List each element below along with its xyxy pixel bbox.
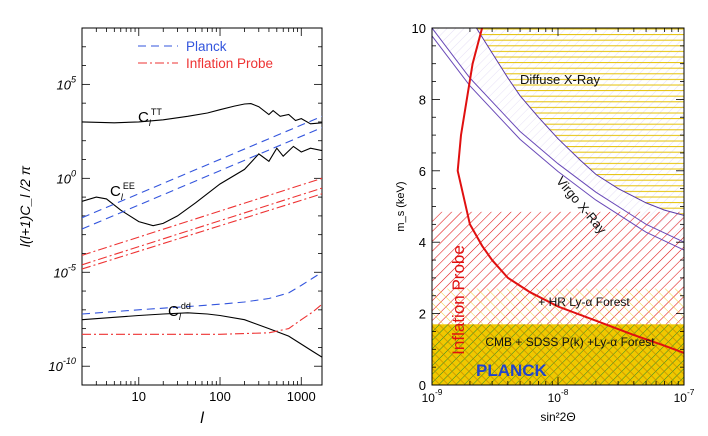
x-tick-label: 10-8 [548,387,569,405]
right-regions-group [432,28,684,385]
y-tick-label: 10-10 [48,356,76,374]
series-line-inflation-probe [82,187,322,266]
y-tick-label: 105 [56,74,76,92]
x-axis-label: sin²2Θ [540,410,575,424]
series-line-planck [82,115,322,219]
series-line-planck [82,271,322,315]
curve-label-dd: Cldd [168,301,191,322]
region-cmb-sdss-hatch [432,324,684,385]
x-tick-label: 100 [209,389,231,404]
left-series-group [82,103,322,358]
y-tick-label: 8 [419,92,426,107]
legend-label: Inflation Probe [186,56,273,71]
label-cmb-sdss: CMB + SDSS P(k) +Ly-α Forest [485,335,655,349]
y-axis-label: m_s (keV) [395,181,407,231]
y-tick-label: 6 [419,164,426,179]
series-line-inflation-probe [82,177,322,256]
curve-label-tt: ClTT [138,107,162,128]
y-tick-label: 10 [412,21,426,36]
label-planck: PLANCK [476,361,548,380]
legend-label: Planck [186,39,227,54]
left-panel: 10 100 1000 105 100 10-5 10-10 l l(l+1)C_l /2 π C… [17,27,323,427]
x-axis-label: l [200,410,204,427]
series-line-dd [82,312,322,358]
y-axis-label: l(l+1)C_l /2 π [17,165,33,247]
series-line-tt [82,103,322,125]
red-constraint-curve [456,28,684,354]
x-tick-label: 1000 [287,389,316,404]
series-line-inflation-probe [82,303,322,335]
y-tick-label: 0 [419,378,426,393]
y-tick-label: 2 [419,307,426,322]
label-diffuse-x-ray: Diffuse X-Ray [520,72,600,87]
region-virgo-hatch [432,28,684,243]
right-panel: 10-9 10-8 10-7 0 2 4 6 8 10 sin²2Θ m_s (keV) Diffus… [395,21,695,424]
diffuse-boundary-line [475,28,684,216]
y-tick-label: 100 [56,168,76,186]
x-tick-label: 10-7 [674,387,695,405]
y-tick-label: 4 [419,235,426,250]
curve-label-ee: ClEE [110,181,135,202]
label-hr-lya-forest: + HR Ly-α Forest [538,295,630,309]
series-line-ee [82,145,322,227]
series-line-planck [82,127,322,230]
label-inflation-probe: Inflation Probe [449,245,468,355]
x-tick-label: 10-9 [422,387,443,405]
x-tick-label: 10 [132,389,146,404]
series-line-inflation-probe [82,193,322,270]
y-tick-label: 10-5 [53,262,76,280]
left-plot-frame [81,27,323,386]
